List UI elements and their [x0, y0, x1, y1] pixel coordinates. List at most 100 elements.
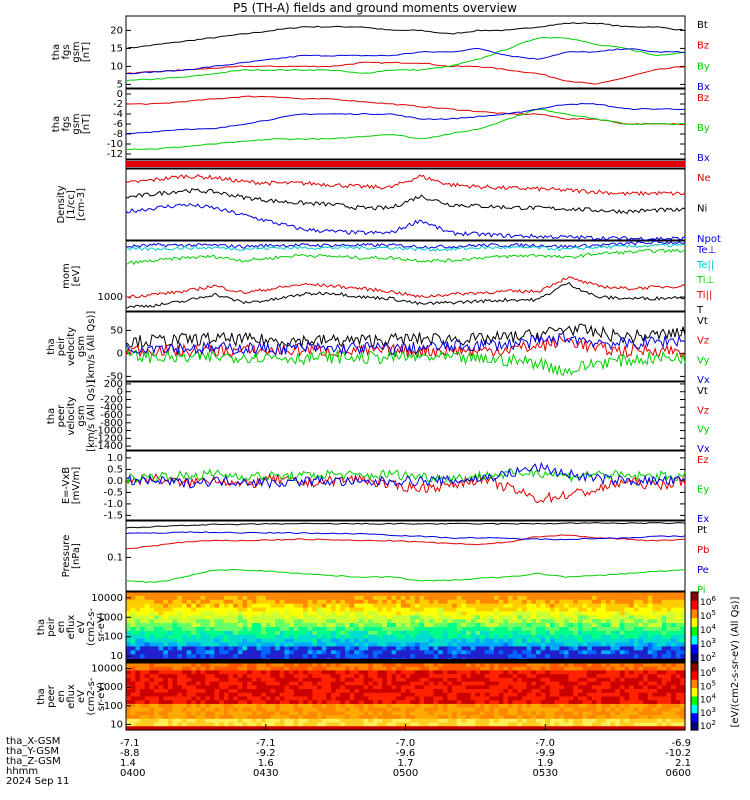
heatmap-cell	[577, 623, 584, 628]
heatmap-cell	[447, 654, 453, 659]
colorbar-segment	[691, 644, 698, 654]
heatmap-cell	[452, 700, 458, 705]
heatmap-cell	[163, 607, 169, 613]
heatmap-cell	[135, 681, 141, 686]
heatmap-cell	[405, 715, 411, 720]
heatmap-cell	[181, 615, 188, 620]
heatmap-cell	[135, 611, 141, 616]
heatmap-cell	[605, 700, 612, 705]
heatmap-cell	[466, 599, 472, 605]
heatmap-cell	[321, 650, 327, 655]
heatmap-cell	[340, 630, 346, 636]
heatmap-cell	[349, 592, 355, 597]
heatmap-cell	[139, 630, 146, 636]
heatmap-cell	[391, 689, 397, 694]
heatmap-cell	[344, 711, 351, 716]
heatmap-cell	[615, 722, 621, 727]
heatmap-cell	[368, 599, 374, 605]
heatmap-cell	[512, 707, 518, 712]
heatmap-cell	[489, 592, 495, 597]
heatmap-cell	[200, 692, 206, 698]
heatmap-cell	[242, 607, 248, 613]
heatmap-cell	[456, 681, 462, 686]
heatmap-cell	[405, 692, 411, 698]
heatmap-cell	[372, 663, 379, 668]
heatmap-cell	[438, 677, 444, 683]
heatmap-cell	[316, 726, 323, 731]
heatmap-cell	[410, 634, 416, 640]
heatmap-cell	[540, 663, 546, 668]
heatmap-cell	[619, 619, 626, 624]
heatmap-cell	[358, 630, 365, 636]
heatmap-cell	[671, 619, 677, 624]
heatmap-cell	[205, 674, 211, 679]
heatmap-cell	[629, 642, 635, 648]
heatmap-cell	[303, 696, 309, 701]
heatmap-cell	[298, 630, 304, 636]
heatmap-cell	[531, 707, 537, 712]
heatmap-cell	[442, 611, 449, 616]
heatmap-cell	[186, 692, 192, 698]
heatmap-cell	[461, 650, 467, 655]
heatmap-cell	[605, 666, 612, 672]
heatmap-cell	[456, 707, 462, 712]
heatmap-cell	[163, 623, 169, 628]
heatmap-cell	[521, 715, 528, 720]
heatmap-cell	[321, 722, 327, 727]
heatmap-cell	[265, 681, 272, 686]
heatmap-cell	[181, 592, 188, 597]
heatmap-cell	[531, 607, 537, 613]
heatmap-cell	[568, 707, 574, 712]
heatmap-cell	[643, 663, 649, 668]
heatmap-cell	[638, 646, 644, 651]
heatmap-cell	[680, 700, 686, 705]
heatmap-cell	[657, 711, 663, 716]
heatmap-cell	[577, 627, 584, 632]
heatmap-cell	[452, 663, 458, 668]
series-line-Bx	[125, 47, 686, 75]
heatmap-cell	[563, 700, 570, 705]
heatmap-cell	[456, 674, 462, 679]
heatmap-cell	[144, 689, 150, 694]
heatmap-cell	[503, 674, 509, 679]
heatmap-cell	[452, 595, 458, 601]
heatmap-cell	[265, 627, 272, 632]
heatmap-cell	[559, 619, 565, 624]
heatmap-cell	[605, 654, 612, 659]
heatmap-cell	[410, 707, 416, 712]
heatmap-cell	[130, 611, 136, 616]
heatmap-cell	[442, 619, 449, 624]
heatmap-cell	[405, 634, 411, 640]
series-line-Ez	[125, 471, 686, 504]
colorbar-segment	[691, 635, 698, 646]
heatmap-cell	[358, 674, 365, 679]
heatmap-cell	[223, 634, 230, 640]
heatmap-cell	[666, 722, 672, 727]
heatmap-cell	[256, 689, 262, 694]
heatmap-cell	[629, 595, 635, 601]
heatmap-cell	[596, 715, 602, 720]
heatmap-cell	[275, 670, 281, 675]
heatmap-cell	[414, 689, 421, 694]
heatmap-cell	[671, 592, 677, 597]
heatmap-cell	[666, 689, 672, 694]
heatmap-cell	[680, 666, 686, 672]
heatmap-cell	[209, 611, 216, 616]
heatmap-cell	[517, 607, 523, 613]
y-axis-label: fgs	[61, 116, 72, 131]
heatmap-cell	[344, 627, 351, 632]
heatmap-cell	[517, 666, 523, 672]
heatmap-cell	[400, 642, 407, 648]
heatmap-cell	[675, 599, 681, 605]
heatmap-cell	[354, 681, 360, 686]
heatmap-cell	[251, 654, 258, 659]
heatmap-cell	[186, 718, 192, 724]
heatmap-cell	[438, 595, 444, 601]
heatmap-cell	[647, 630, 653, 636]
heatmap-cell	[349, 715, 355, 720]
heatmap-cell	[130, 689, 136, 694]
heatmap-cell	[540, 592, 546, 597]
heatmap-cell	[489, 692, 495, 698]
heatmap-cell	[675, 603, 681, 609]
heatmap-cell	[293, 689, 299, 694]
